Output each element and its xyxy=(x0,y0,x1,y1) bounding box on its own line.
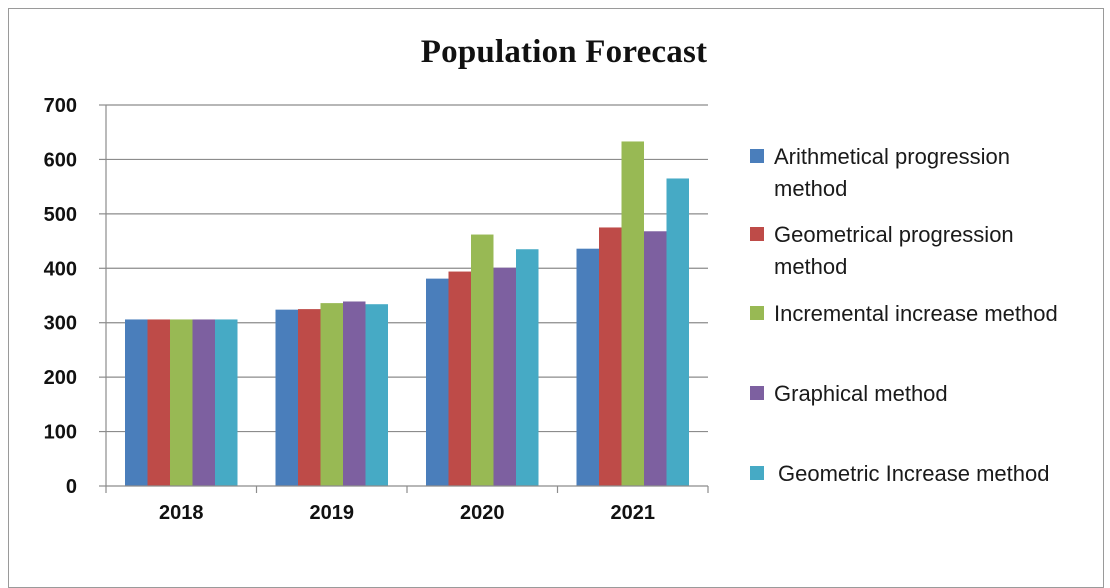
legend-swatch xyxy=(750,149,764,163)
bar xyxy=(215,319,238,486)
legend-label: Arithmetical progression method xyxy=(774,144,1010,201)
bar xyxy=(599,227,622,486)
x-tick-label: 2018 xyxy=(159,502,204,524)
legend-label: Incremental increase method xyxy=(774,301,1058,326)
x-tick-label: 2020 xyxy=(460,502,505,524)
bar xyxy=(471,234,494,486)
legend-item-geometrical: Geometrical progression method xyxy=(750,219,1074,283)
bar xyxy=(644,231,667,486)
bar xyxy=(320,303,343,486)
legend-label: Geometrical progression method xyxy=(774,222,1014,279)
y-tick-label: 700 xyxy=(44,95,77,117)
bar xyxy=(426,278,449,486)
bar xyxy=(275,309,298,486)
bar xyxy=(298,309,321,486)
tick-labels: 0 100 200 300 400 500 600 700 2018 2019 2020 2021 xyxy=(44,95,655,524)
bar xyxy=(516,249,539,486)
y-tick-label: 200 xyxy=(44,367,77,389)
legend-swatch xyxy=(750,306,764,320)
axes xyxy=(99,104,709,493)
bar xyxy=(170,319,193,486)
bar xyxy=(576,248,599,486)
y-tick-label: 0 xyxy=(66,476,77,498)
legend-swatch xyxy=(750,386,764,400)
legend-item-arithmetical: Arithmetical progression method xyxy=(750,141,1074,205)
y-tick-label: 300 xyxy=(44,313,77,335)
bar xyxy=(621,141,644,486)
legend-item-graphical: Graphical method xyxy=(750,378,1104,410)
bar xyxy=(192,319,215,486)
chart-title: Population Forecast xyxy=(420,34,708,70)
bar xyxy=(493,267,516,486)
legend-item-incremental: Incremental increase method xyxy=(750,298,1104,330)
y-tick-label: 500 xyxy=(44,204,77,226)
bar xyxy=(343,301,366,486)
legend-swatch xyxy=(750,466,764,480)
legend-label: Geometric Increase method xyxy=(778,461,1050,486)
bar xyxy=(448,271,471,486)
x-tick-label: 2021 xyxy=(611,502,656,524)
legend-label: Graphical method xyxy=(774,381,948,406)
x-tick-label: 2019 xyxy=(310,502,355,524)
y-tick-label: 400 xyxy=(44,258,77,280)
bar xyxy=(125,319,148,486)
bar xyxy=(147,319,170,486)
bar-series xyxy=(125,141,689,486)
bar xyxy=(365,304,388,486)
y-tick-label: 100 xyxy=(44,422,77,444)
bar xyxy=(666,178,689,486)
legend-swatch xyxy=(750,227,764,241)
legend-item-geometric-increase: Geometric Increase method xyxy=(750,458,1108,490)
y-tick-label: 600 xyxy=(44,149,77,171)
